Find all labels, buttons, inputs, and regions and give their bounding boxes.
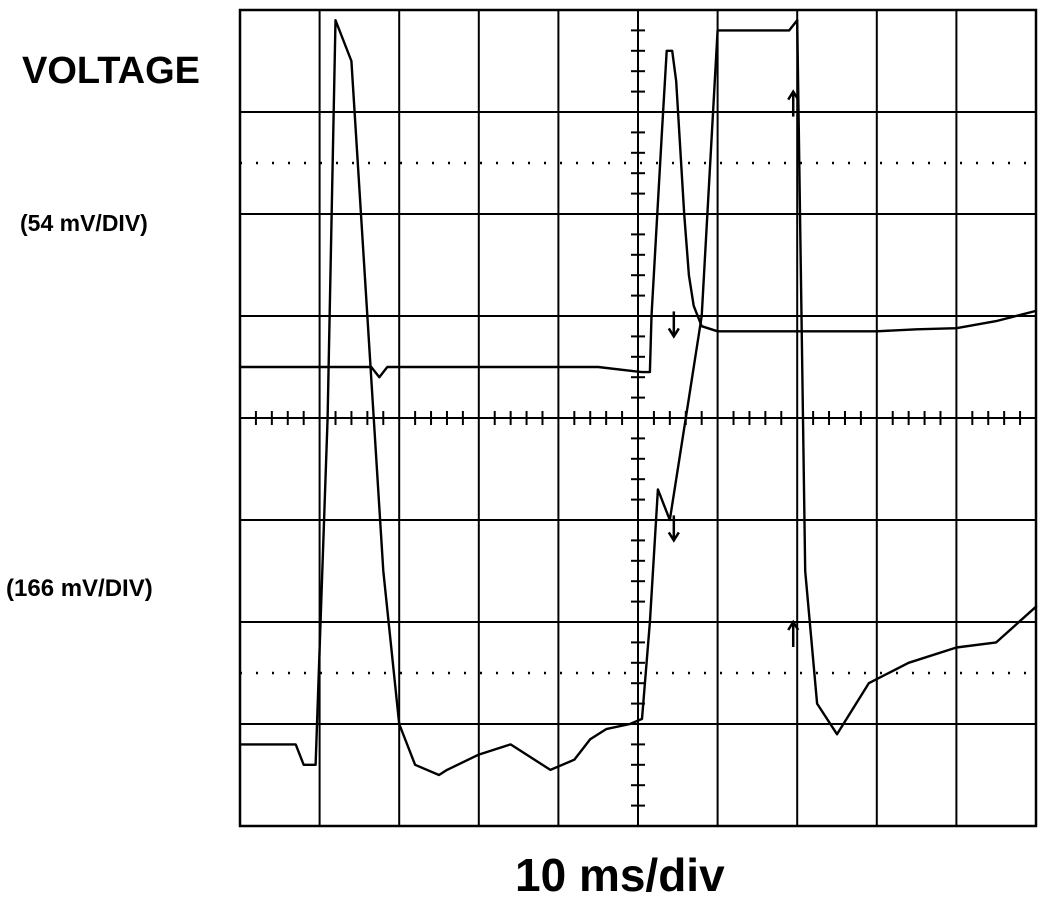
graticule [238,8,1038,828]
bottom-scale-label: (166 mV/DIV) [6,575,153,602]
voltage-label: VOLTAGE [22,50,201,92]
arrow-down-bottom-head [667,531,680,543]
arrow-up-bottom-head [787,619,800,631]
traces [238,19,1038,777]
trace-top-channel [238,49,1038,379]
top-scale-label: (54 mV/DIV) [20,210,148,236]
arrow-down-top-head [667,327,680,339]
annotations [667,89,800,647]
timebase-label: 10 ms/div [515,849,725,901]
trace-bottom-channel [238,19,1038,777]
arrow-up-top-head [787,89,800,101]
